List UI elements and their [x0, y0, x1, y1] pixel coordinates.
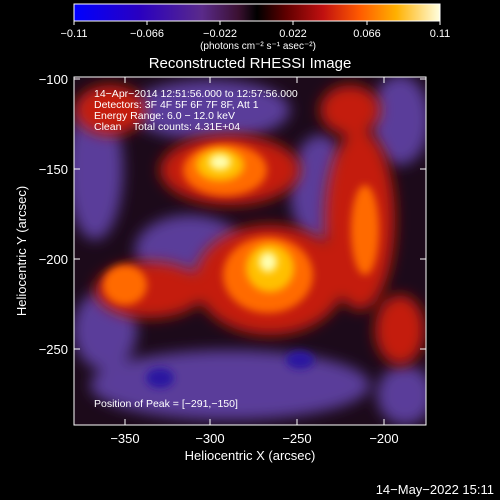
- colorbar-units: (photons cm⁻² s⁻¹ asec⁻²): [200, 41, 316, 52]
- colorbar-tick-label: 0.022: [279, 28, 307, 40]
- plot-frame: [73, 76, 427, 426]
- overlay-clean-counts: Clean Total counts: 4.31E+04: [94, 121, 240, 133]
- rhessi-image: [74, 77, 426, 425]
- overlay-time-range: 14−Apr−2014 12:51:56.000 to 12:57:56.000: [94, 88, 298, 100]
- colorbar-tick-label: −0.022: [203, 28, 237, 40]
- plot-title: Reconstructed RHESSI Image: [149, 55, 352, 72]
- x-tick-label: −200: [369, 431, 398, 446]
- y-tick-label: −250: [39, 342, 68, 357]
- x-tick-label: −350: [110, 431, 139, 446]
- colorbar: [73, 3, 441, 22]
- overlay-energy-range: Energy Range: 6.0 − 12.0 keV: [94, 110, 235, 122]
- footer-date: 14−May−2022 15:11: [376, 482, 494, 497]
- x-axis-label: Heliocentric X (arcsec): [185, 448, 316, 463]
- y-tick-label: −100: [39, 72, 68, 87]
- x-tick-label: −250: [282, 431, 311, 446]
- overlay-detectors: Detectors: 3F 4F 5F 6F 7F 8F, Att 1: [94, 99, 259, 111]
- x-tick-label: −300: [195, 431, 224, 446]
- axis-ticks: [74, 77, 426, 425]
- colorbar-tick-label: −0.11: [60, 28, 87, 40]
- colorbar-tick-label: −0.066: [130, 28, 164, 40]
- y-axis-label: Heliocentric Y (arcsec): [14, 186, 29, 316]
- colorbar-ticks: [73, 21, 441, 25]
- colorbar-tick-label: 0.11: [430, 28, 451, 40]
- y-tick-label: −150: [39, 162, 68, 177]
- y-tick-label: −200: [39, 252, 68, 267]
- overlay-peak-position: Position of Peak = [−291,−150]: [94, 398, 238, 410]
- colorbar-tick-label: 0.066: [353, 28, 381, 40]
